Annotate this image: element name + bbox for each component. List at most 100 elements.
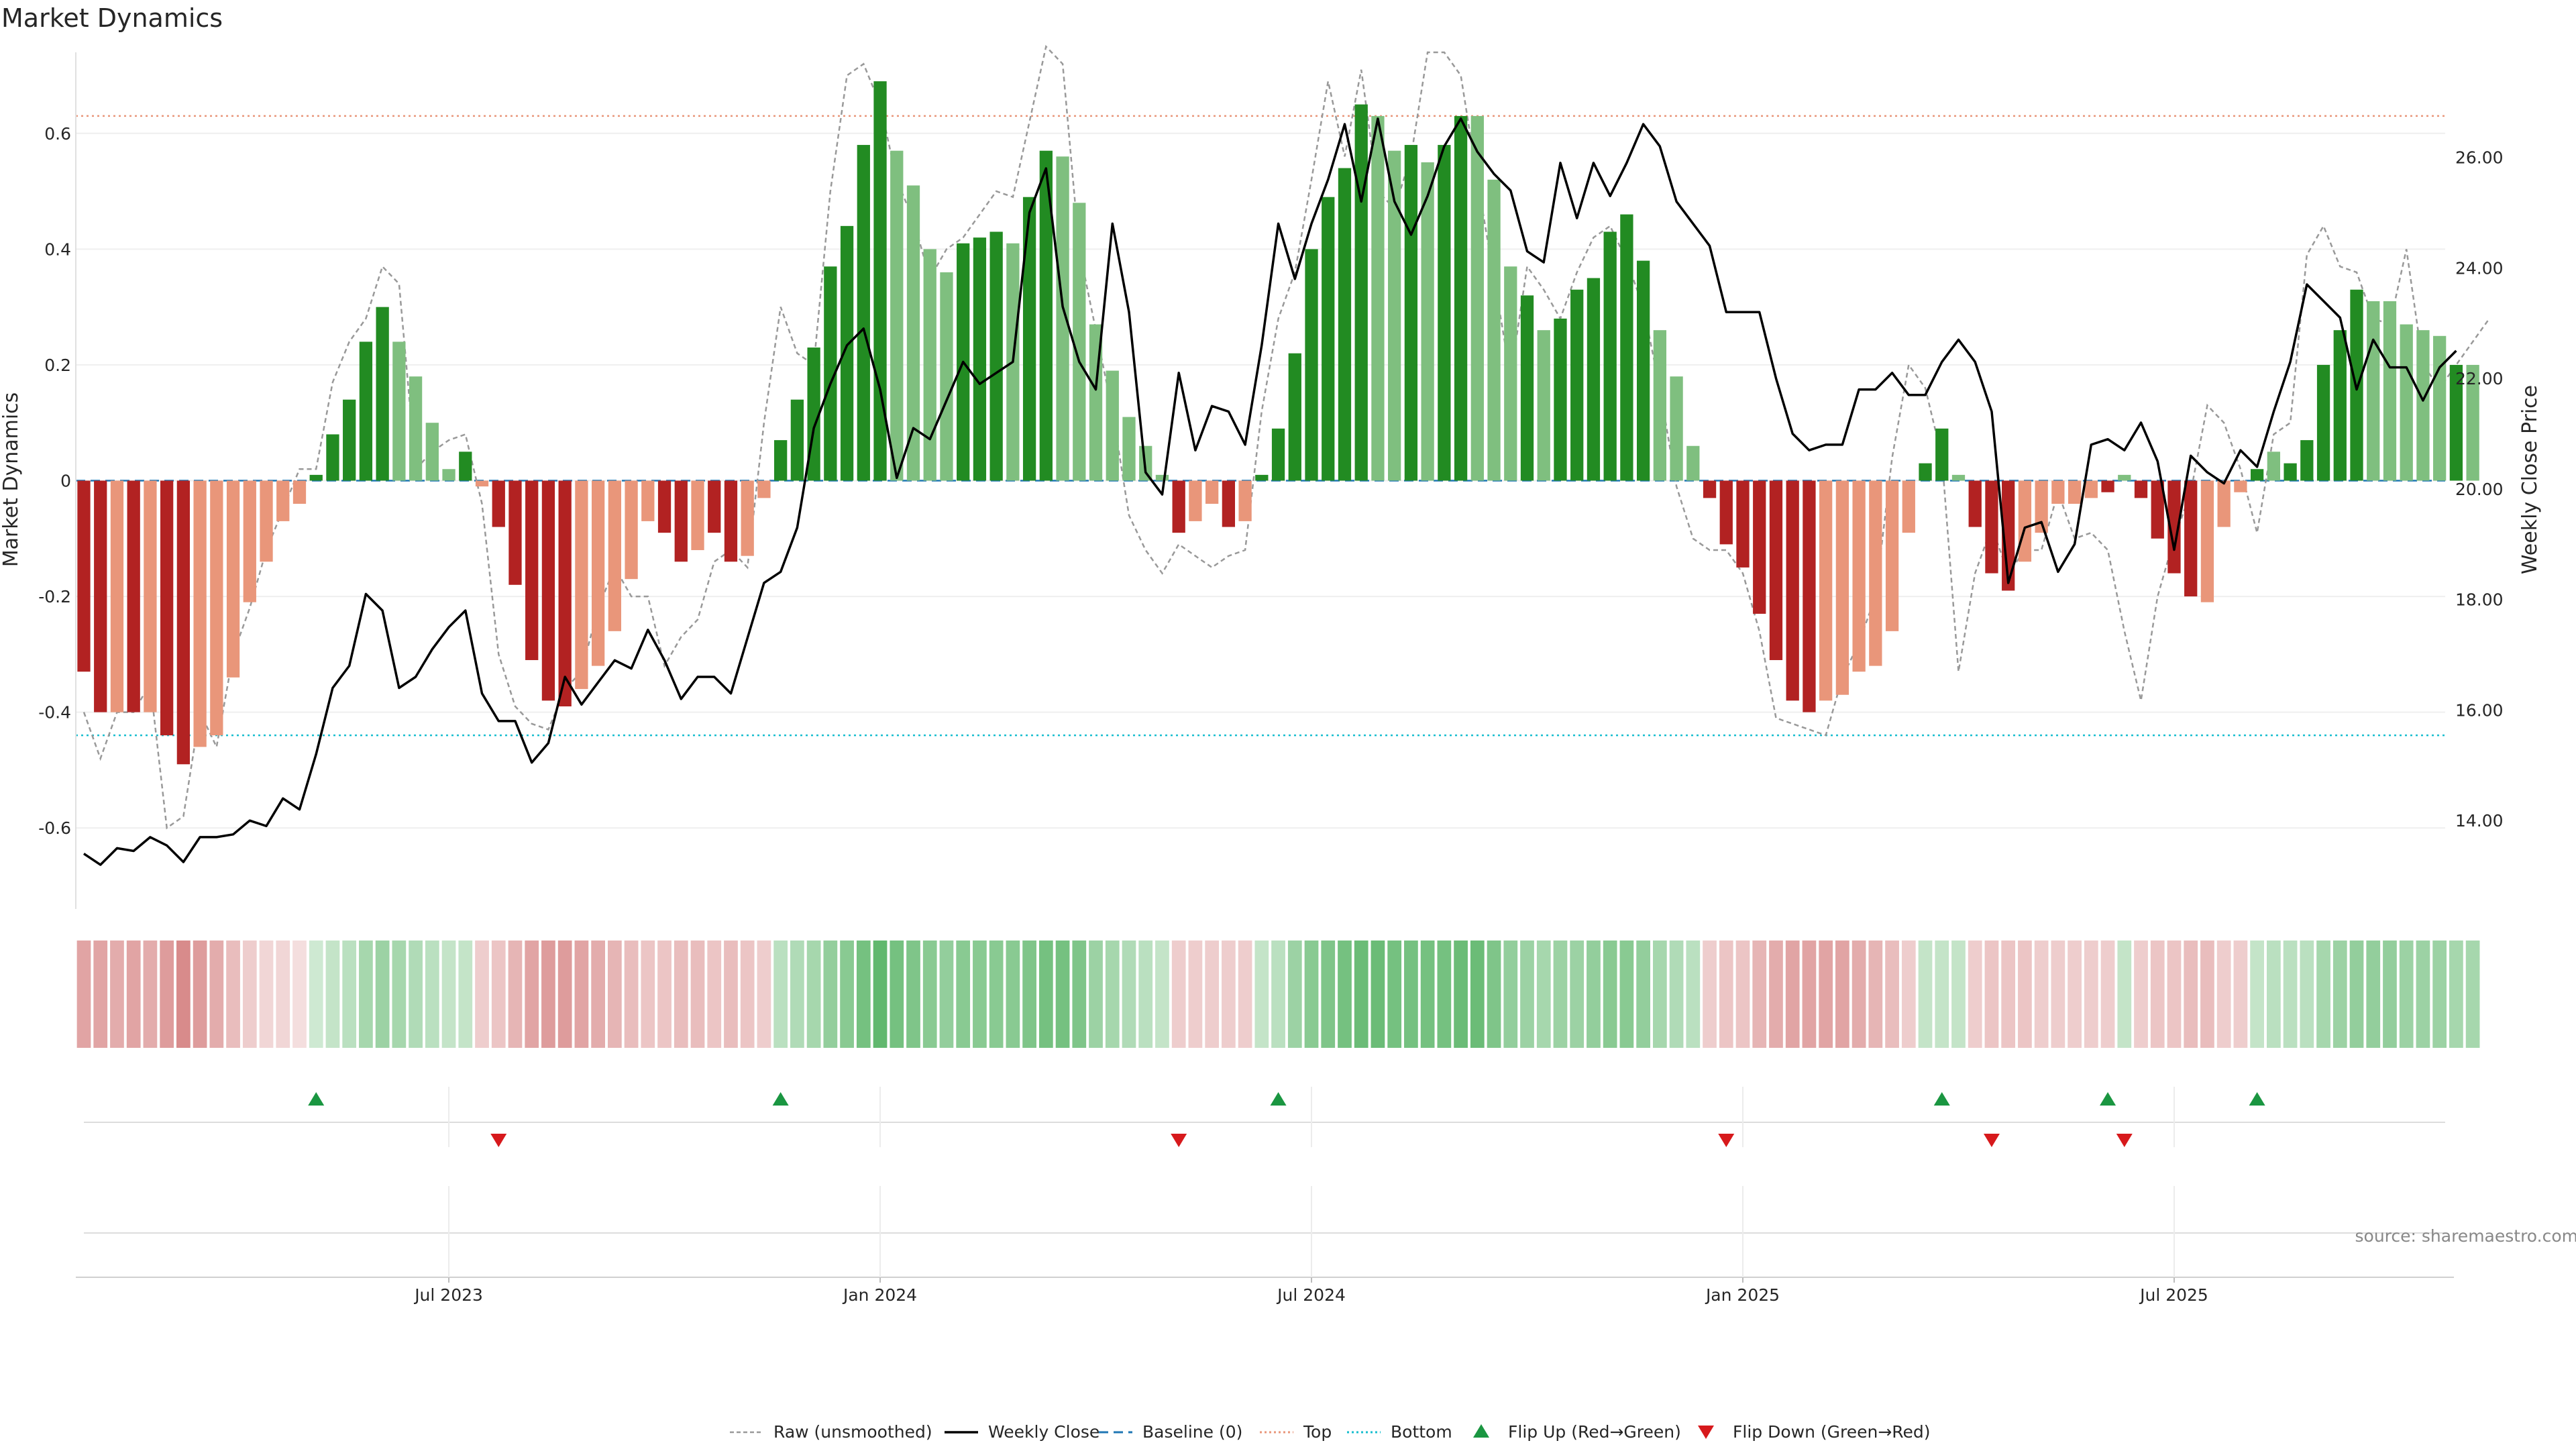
momentum-bar bbox=[492, 480, 505, 527]
heat-cell bbox=[441, 941, 456, 1048]
heat-cell bbox=[1072, 941, 1087, 1048]
legend-label: Bottom bbox=[1391, 1422, 1452, 1442]
heat-cell bbox=[309, 941, 323, 1048]
momentum-bar bbox=[2118, 474, 2131, 481]
momentum-bar bbox=[1736, 480, 1750, 568]
momentum-bar bbox=[2101, 480, 2114, 492]
momentum-bar bbox=[857, 145, 870, 481]
momentum-bar bbox=[176, 480, 191, 765]
y2-tick-label: 20.00 bbox=[2455, 480, 2504, 499]
heat-cell bbox=[1371, 941, 1385, 1048]
momentum-bar bbox=[1189, 480, 1202, 521]
momentum-bar bbox=[757, 480, 771, 498]
heat-cell bbox=[624, 941, 639, 1048]
heat-cell bbox=[2150, 941, 2165, 1048]
flip-down-marker bbox=[490, 1134, 507, 1147]
heat-cell bbox=[409, 941, 423, 1048]
momentum-bar bbox=[2018, 480, 2032, 562]
heat-cell bbox=[2416, 941, 2430, 1048]
heat-cell bbox=[2366, 941, 2381, 1048]
heat-cell bbox=[1785, 941, 1800, 1048]
heat-cell bbox=[873, 941, 888, 1048]
heat-cell bbox=[1271, 941, 1285, 1048]
heat-cell bbox=[1404, 941, 1418, 1048]
heat-cell bbox=[2018, 941, 2032, 1048]
momentum-bar bbox=[1703, 480, 1717, 498]
heat-cell bbox=[1669, 941, 1684, 1048]
heat-cell bbox=[1951, 941, 1966, 1048]
momentum-bar bbox=[127, 480, 140, 712]
heat-cell bbox=[2300, 941, 2314, 1048]
y-tick-label: -0.6 bbox=[38, 818, 71, 838]
heat-cell bbox=[2233, 941, 2248, 1048]
heat-cell bbox=[757, 941, 771, 1048]
momentum-bar bbox=[309, 474, 323, 481]
momentum-bar bbox=[1968, 480, 1982, 527]
heat-cell bbox=[607, 941, 622, 1048]
flip-up-marker bbox=[308, 1092, 325, 1106]
heat-cell bbox=[2349, 941, 2364, 1048]
heat-cell bbox=[1735, 941, 1750, 1048]
flip-markers bbox=[308, 1092, 2265, 1147]
heat-cell bbox=[840, 941, 854, 1048]
momentum-bar bbox=[1919, 463, 1932, 481]
raw-line bbox=[83, 44, 2490, 830]
heat-cell bbox=[1570, 941, 1585, 1048]
heat-cell bbox=[823, 941, 838, 1048]
momentum-bar bbox=[508, 480, 522, 585]
momentum-bar bbox=[1554, 318, 1567, 481]
momentum-bar bbox=[1039, 150, 1053, 481]
heat-cell bbox=[359, 941, 373, 1048]
momentum-bar bbox=[1620, 214, 1633, 481]
momentum-bar bbox=[641, 480, 655, 521]
heat-cell bbox=[856, 941, 871, 1048]
heat-cell bbox=[143, 941, 158, 1048]
heat-cell bbox=[2465, 941, 2480, 1048]
heat-cell bbox=[1636, 941, 1650, 1048]
heat-cell bbox=[1171, 941, 1186, 1048]
momentum-bar bbox=[1653, 330, 1666, 481]
heat-cell bbox=[1321, 941, 1336, 1048]
heat-cell bbox=[1222, 941, 1236, 1048]
heat-cell bbox=[458, 941, 473, 1048]
momentum-bar bbox=[1570, 289, 1584, 481]
momentum-bar bbox=[442, 469, 455, 481]
heat-cell bbox=[989, 941, 1004, 1048]
heat-cell bbox=[806, 941, 821, 1048]
heat-cell bbox=[1122, 941, 1136, 1048]
heat-cell bbox=[591, 941, 605, 1048]
heat-cell bbox=[906, 941, 920, 1048]
momentum-bar bbox=[1985, 480, 1998, 574]
momentum-bar bbox=[1803, 480, 1816, 712]
momentum-bar bbox=[873, 81, 887, 481]
weekly-close-line bbox=[83, 117, 2457, 866]
momentum-bar bbox=[2316, 364, 2330, 481]
heat-cell bbox=[1138, 941, 1153, 1048]
momentum-bar bbox=[1587, 278, 1601, 481]
momentum-bar bbox=[824, 266, 837, 481]
heat-cell bbox=[425, 941, 439, 1048]
chart-title: Market Dynamics bbox=[1, 3, 223, 33]
momentum-bar bbox=[1686, 445, 1700, 481]
heat-cell bbox=[1520, 941, 1534, 1048]
y2-tick-label: 18.00 bbox=[2455, 590, 2504, 610]
y2-tick-label: 26.00 bbox=[2455, 148, 2504, 168]
momentum-bar bbox=[2449, 364, 2463, 481]
momentum-bar bbox=[2167, 480, 2181, 574]
momentum-bar bbox=[608, 480, 622, 631]
heat-cell bbox=[1819, 941, 1833, 1048]
momentum-bar bbox=[2367, 301, 2380, 481]
heat-cell bbox=[226, 941, 240, 1048]
momentum-bar bbox=[708, 480, 721, 533]
momentum-bar bbox=[1421, 162, 1434, 481]
raw-series bbox=[83, 44, 2490, 830]
right-y-ticks: 14.00 16.00 18.00 20.00 22.00 24.00 26.00 bbox=[2455, 148, 2504, 831]
heat-cell bbox=[1155, 941, 1169, 1048]
heat-cell bbox=[2399, 941, 2414, 1048]
heat-cell bbox=[773, 941, 788, 1048]
heat-cell bbox=[1055, 941, 1070, 1048]
heat-cell bbox=[1703, 941, 1717, 1048]
momentum-bar bbox=[144, 480, 157, 712]
momentum-bar bbox=[1371, 115, 1385, 481]
momentum-bar bbox=[94, 480, 107, 712]
